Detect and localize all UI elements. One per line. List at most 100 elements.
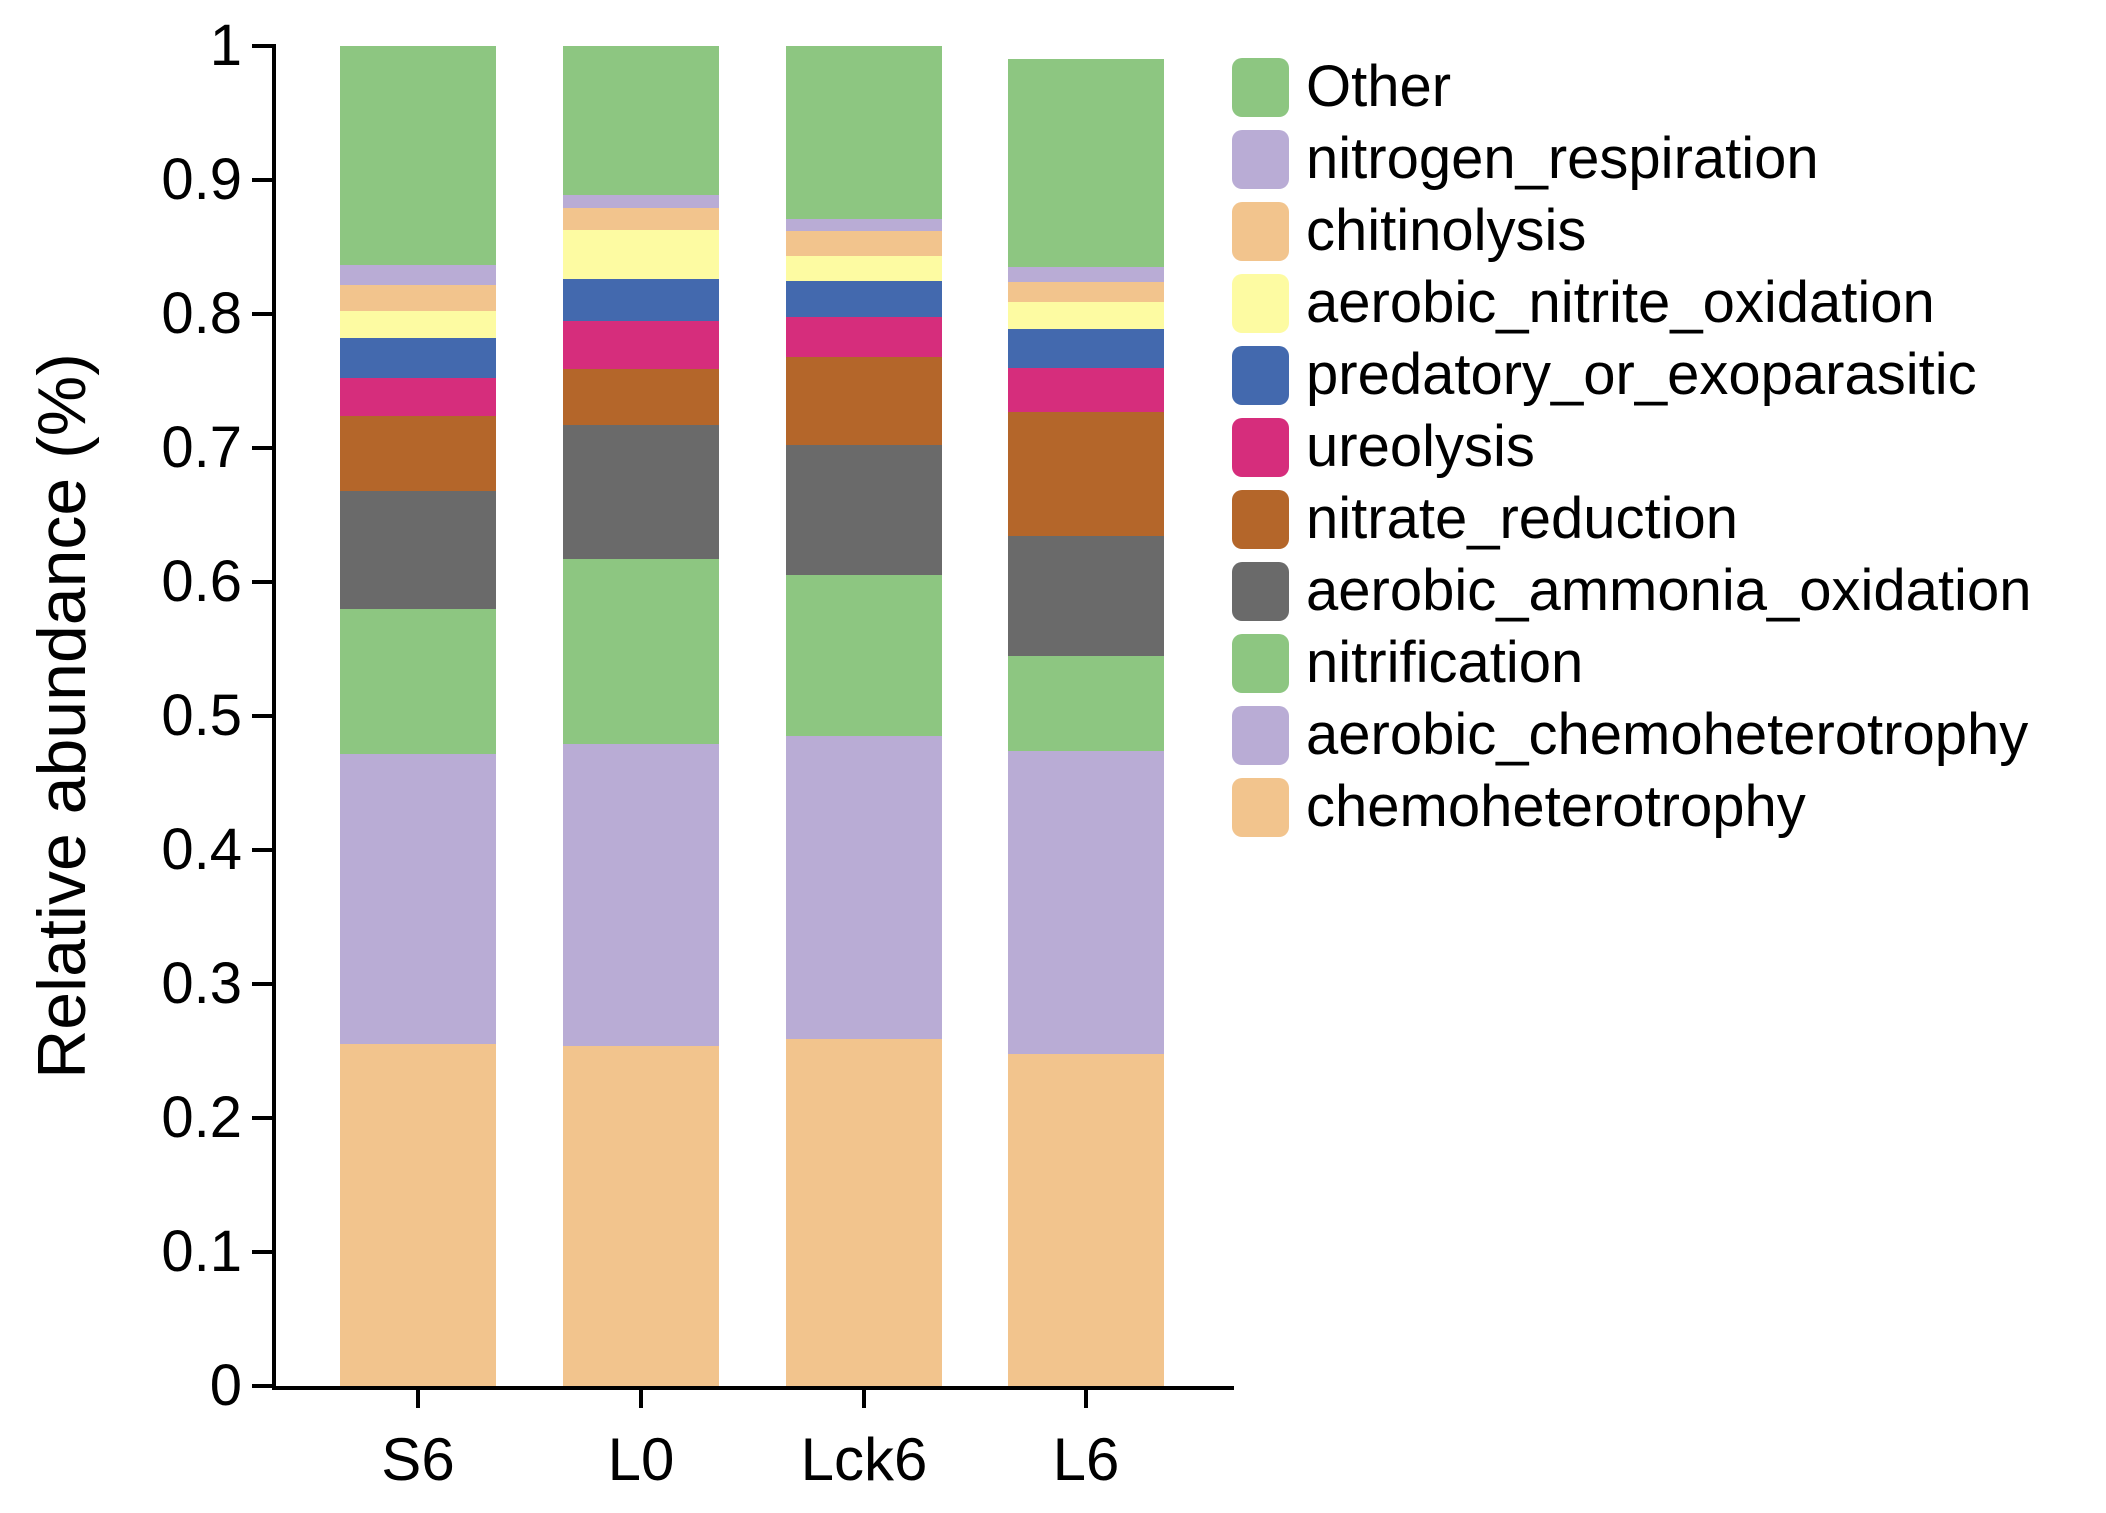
- legend-swatch-chemoheterotrophy: [1232, 777, 1289, 837]
- legend-label: ureolysis: [1306, 414, 1535, 479]
- segment-aerobic_ammonia_oxidation: [1008, 536, 1164, 656]
- legend-row-aerobic_chemoheterotrophy: aerobic_chemoheterotrophy: [1232, 705, 2028, 765]
- x-tick-mark: [639, 1386, 643, 1408]
- y-tick-mark: [252, 178, 274, 182]
- segment-aerobic_nitrite_oxidation: [563, 229, 719, 280]
- x-tick-label-S6: S6: [381, 1426, 455, 1493]
- bar-S6: [340, 46, 496, 1386]
- y-tick-mark: [252, 982, 274, 986]
- y-tick-label: 1: [209, 13, 242, 78]
- y-tick-label: 0.2: [161, 1085, 242, 1150]
- y-tick-mark: [252, 44, 274, 48]
- segment-chitinolysis: [340, 284, 496, 312]
- segment-aerobic_ammonia_oxidation: [340, 490, 496, 609]
- segment-chemoheterotrophy: [1008, 1053, 1164, 1386]
- legend-swatch-Other: [1232, 57, 1289, 117]
- legend-swatch-predatory_or_exoparasitic: [1232, 345, 1289, 405]
- x-tick-label-L0: L0: [607, 1426, 675, 1493]
- y-tick-mark: [252, 312, 274, 316]
- legend-label: chemoheterotrophy: [1306, 774, 1806, 839]
- legend-row-aerobic_ammonia_oxidation: aerobic_ammonia_oxidation: [1232, 561, 2031, 621]
- segment-ureolysis: [563, 320, 719, 369]
- segment-aerobic_ammonia_oxidation: [786, 445, 942, 576]
- segment-Other: [563, 46, 719, 195]
- segment-nitrate_reduction: [1008, 411, 1164, 537]
- segment-aerobic_chemoheterotrophy: [563, 744, 719, 1046]
- legend-row-chitinolysis: chitinolysis: [1232, 201, 1586, 261]
- segment-ureolysis: [340, 378, 496, 416]
- x-tick-mark: [862, 1386, 866, 1408]
- bar-L6: [1008, 59, 1164, 1386]
- segment-chemoheterotrophy: [563, 1045, 719, 1386]
- y-axis-line: [272, 44, 276, 1390]
- segment-nitrification: [340, 608, 496, 754]
- y-tick-mark: [252, 1384, 274, 1388]
- y-tick-mark: [252, 848, 274, 852]
- x-tick-label-L6: L6: [1052, 1426, 1120, 1493]
- segment-Other: [1008, 59, 1164, 268]
- segment-ureolysis: [1008, 367, 1164, 412]
- legend-label: nitrate_reduction: [1306, 486, 1739, 551]
- y-tick-label: 0.4: [161, 817, 242, 882]
- segment-chitinolysis: [1008, 281, 1164, 302]
- legend-swatch-aerobic_ammonia_oxidation: [1232, 561, 1289, 621]
- legend-label: aerobic_ammonia_oxidation: [1306, 558, 2032, 623]
- legend-row-nitrification: nitrification: [1232, 633, 1583, 693]
- legend-label: Other: [1306, 54, 1452, 119]
- y-tick-label: 0: [209, 1353, 242, 1418]
- y-tick-label: 0.6: [161, 549, 242, 614]
- segment-Other: [786, 46, 942, 219]
- y-tick-mark: [252, 580, 274, 584]
- segment-chitinolysis: [563, 208, 719, 230]
- legend-label: aerobic_chemoheterotrophy: [1306, 702, 2029, 767]
- legend-row-chemoheterotrophy: chemoheterotrophy: [1232, 777, 1806, 837]
- segment-predatory_or_exoparasitic: [563, 279, 719, 321]
- legend-swatch-nitrification: [1232, 633, 1289, 693]
- segment-nitrogen_respiration: [563, 194, 719, 209]
- legend-swatch-aerobic_nitrite_oxidation: [1232, 273, 1289, 333]
- legend-row-Other: Other: [1232, 57, 1451, 117]
- legend-swatch-nitrate_reduction: [1232, 489, 1289, 549]
- segment-nitrate_reduction: [340, 415, 496, 491]
- segment-aerobic_nitrite_oxidation: [340, 311, 496, 339]
- x-tick-mark: [416, 1386, 420, 1408]
- legend-label: nitrogen_respiration: [1306, 126, 1819, 191]
- segment-nitrogen_respiration: [340, 264, 496, 285]
- segment-aerobic_chemoheterotrophy: [1008, 750, 1164, 1054]
- legend-label: chitinolysis: [1306, 198, 1587, 263]
- y-tick-label: 0.7: [161, 415, 242, 480]
- segment-chemoheterotrophy: [340, 1044, 496, 1386]
- legend-label: predatory_or_exoparasitic: [1306, 342, 1977, 407]
- y-tick-mark: [252, 714, 274, 718]
- segment-aerobic_chemoheterotrophy: [786, 736, 942, 1039]
- y-tick-label: 0.1: [161, 1219, 242, 1284]
- segment-nitrate_reduction: [786, 356, 942, 446]
- x-tick-label-Lck6: Lck6: [800, 1426, 928, 1493]
- segment-ureolysis: [786, 316, 942, 357]
- bar-Lck6: [786, 46, 942, 1386]
- segment-predatory_or_exoparasitic: [786, 280, 942, 317]
- segment-nitrification: [563, 559, 719, 745]
- segment-nitrogen_respiration: [1008, 267, 1164, 282]
- segment-aerobic_nitrite_oxidation: [786, 256, 942, 281]
- segment-predatory_or_exoparasitic: [1008, 328, 1164, 368]
- y-tick-mark: [252, 1116, 274, 1120]
- segment-aerobic_ammonia_oxidation: [563, 425, 719, 560]
- segment-aerobic_chemoheterotrophy: [340, 753, 496, 1045]
- segment-chitinolysis: [786, 231, 942, 257]
- y-tick-mark: [252, 1250, 274, 1254]
- legend-row-predatory_or_exoparasitic: predatory_or_exoparasitic: [1232, 345, 1977, 405]
- bar-L0: [563, 46, 719, 1386]
- segment-predatory_or_exoparasitic: [340, 338, 496, 379]
- x-tick-mark: [1084, 1386, 1088, 1408]
- segment-nitrate_reduction: [563, 368, 719, 426]
- legend-row-ureolysis: ureolysis: [1232, 417, 1535, 477]
- x-axis-line: [272, 1386, 1234, 1390]
- y-tick-label: 0.9: [161, 147, 242, 212]
- y-tick-mark: [252, 446, 274, 450]
- segment-chemoheterotrophy: [786, 1038, 942, 1386]
- legend-swatch-chitinolysis: [1232, 201, 1289, 261]
- legend-swatch-ureolysis: [1232, 417, 1289, 477]
- y-tick-label: 0.5: [161, 683, 242, 748]
